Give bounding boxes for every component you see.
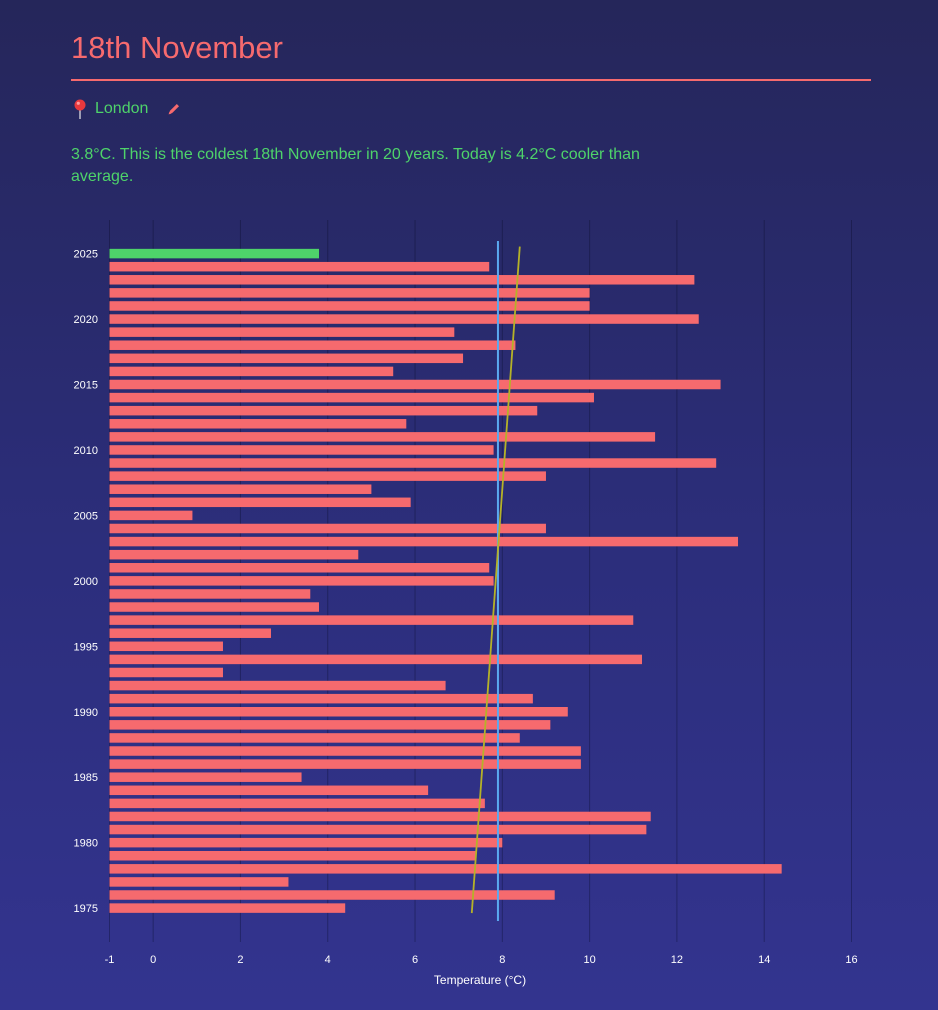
x-axis-label: Temperature (°C) (434, 973, 526, 987)
bar (109, 903, 346, 913)
bar (109, 811, 651, 822)
x-tick-label: 6 (412, 954, 418, 966)
title-divider (71, 79, 871, 81)
bar (109, 419, 407, 429)
x-tick-label: 8 (499, 954, 505, 966)
bar (109, 746, 581, 756)
x-tick-label: 0 (150, 954, 156, 966)
x-tick-label: -1 (105, 954, 115, 966)
y-tick-label: 1995 (74, 641, 98, 653)
bar (109, 432, 656, 442)
x-tick-label: 14 (758, 954, 770, 966)
map-pin-icon (74, 99, 86, 119)
y-tick-label: 1990 (74, 707, 98, 719)
bar (109, 576, 494, 586)
bar (109, 785, 429, 796)
bar (109, 837, 503, 848)
bar (109, 602, 320, 612)
bar (109, 549, 359, 560)
bar (109, 484, 372, 494)
bar (109, 772, 302, 782)
x-tick-label: 10 (583, 954, 595, 966)
x-tick-label: 2 (237, 954, 243, 966)
bar (109, 628, 271, 638)
x-tick-label: 12 (671, 954, 683, 966)
pencil-icon[interactable] (166, 101, 182, 117)
x-tick-label: 16 (845, 954, 857, 966)
bar (109, 275, 695, 285)
bar (109, 353, 464, 364)
y-tick-label: 2010 (74, 445, 98, 457)
bar (109, 720, 551, 730)
bar (109, 798, 485, 809)
bar (109, 693, 533, 704)
y-tick-label: 1975 (74, 903, 98, 915)
bar (109, 615, 634, 625)
bar (109, 654, 642, 665)
bar (109, 366, 394, 377)
bar-highlight (109, 248, 320, 259)
bar (109, 864, 782, 874)
bar (109, 510, 193, 521)
bar (109, 392, 594, 403)
bar (109, 405, 538, 416)
bar (109, 327, 455, 337)
bar (109, 445, 494, 455)
page-title: 18th November (71, 30, 283, 65)
temperature-summary: 3.8°C. This is the coldest 18th November… (71, 146, 640, 185)
bar (109, 850, 477, 861)
bar (109, 458, 717, 468)
bar (109, 523, 546, 534)
y-tick-label: 2005 (74, 510, 98, 522)
x-tick-label: 4 (325, 954, 331, 966)
bar (109, 667, 223, 678)
bar (109, 563, 490, 573)
bar (109, 733, 520, 743)
bar (109, 890, 555, 900)
location-row: London (71, 98, 182, 120)
bar (109, 877, 289, 887)
bar (109, 536, 739, 547)
y-tick-label: 2015 (74, 380, 98, 392)
bar (109, 261, 490, 272)
bar (109, 824, 647, 835)
bar (109, 759, 581, 769)
bar (109, 589, 311, 599)
y-tick-label: 2000 (74, 576, 98, 588)
y-tick-label: 1980 (74, 838, 98, 850)
bar (109, 301, 590, 311)
location-name: London (95, 100, 149, 117)
bar (109, 314, 699, 324)
bar (109, 680, 446, 691)
y-tick-label: 2025 (74, 249, 98, 261)
bar (109, 471, 546, 481)
bar (109, 497, 411, 508)
y-tick-label: 1985 (74, 772, 98, 784)
bar (109, 707, 568, 717)
bar (109, 288, 590, 298)
bar (109, 340, 516, 350)
y-tick-label: 2020 (74, 314, 98, 326)
bar (109, 641, 223, 652)
bar (109, 379, 721, 390)
trend-line (470, 246, 521, 914)
